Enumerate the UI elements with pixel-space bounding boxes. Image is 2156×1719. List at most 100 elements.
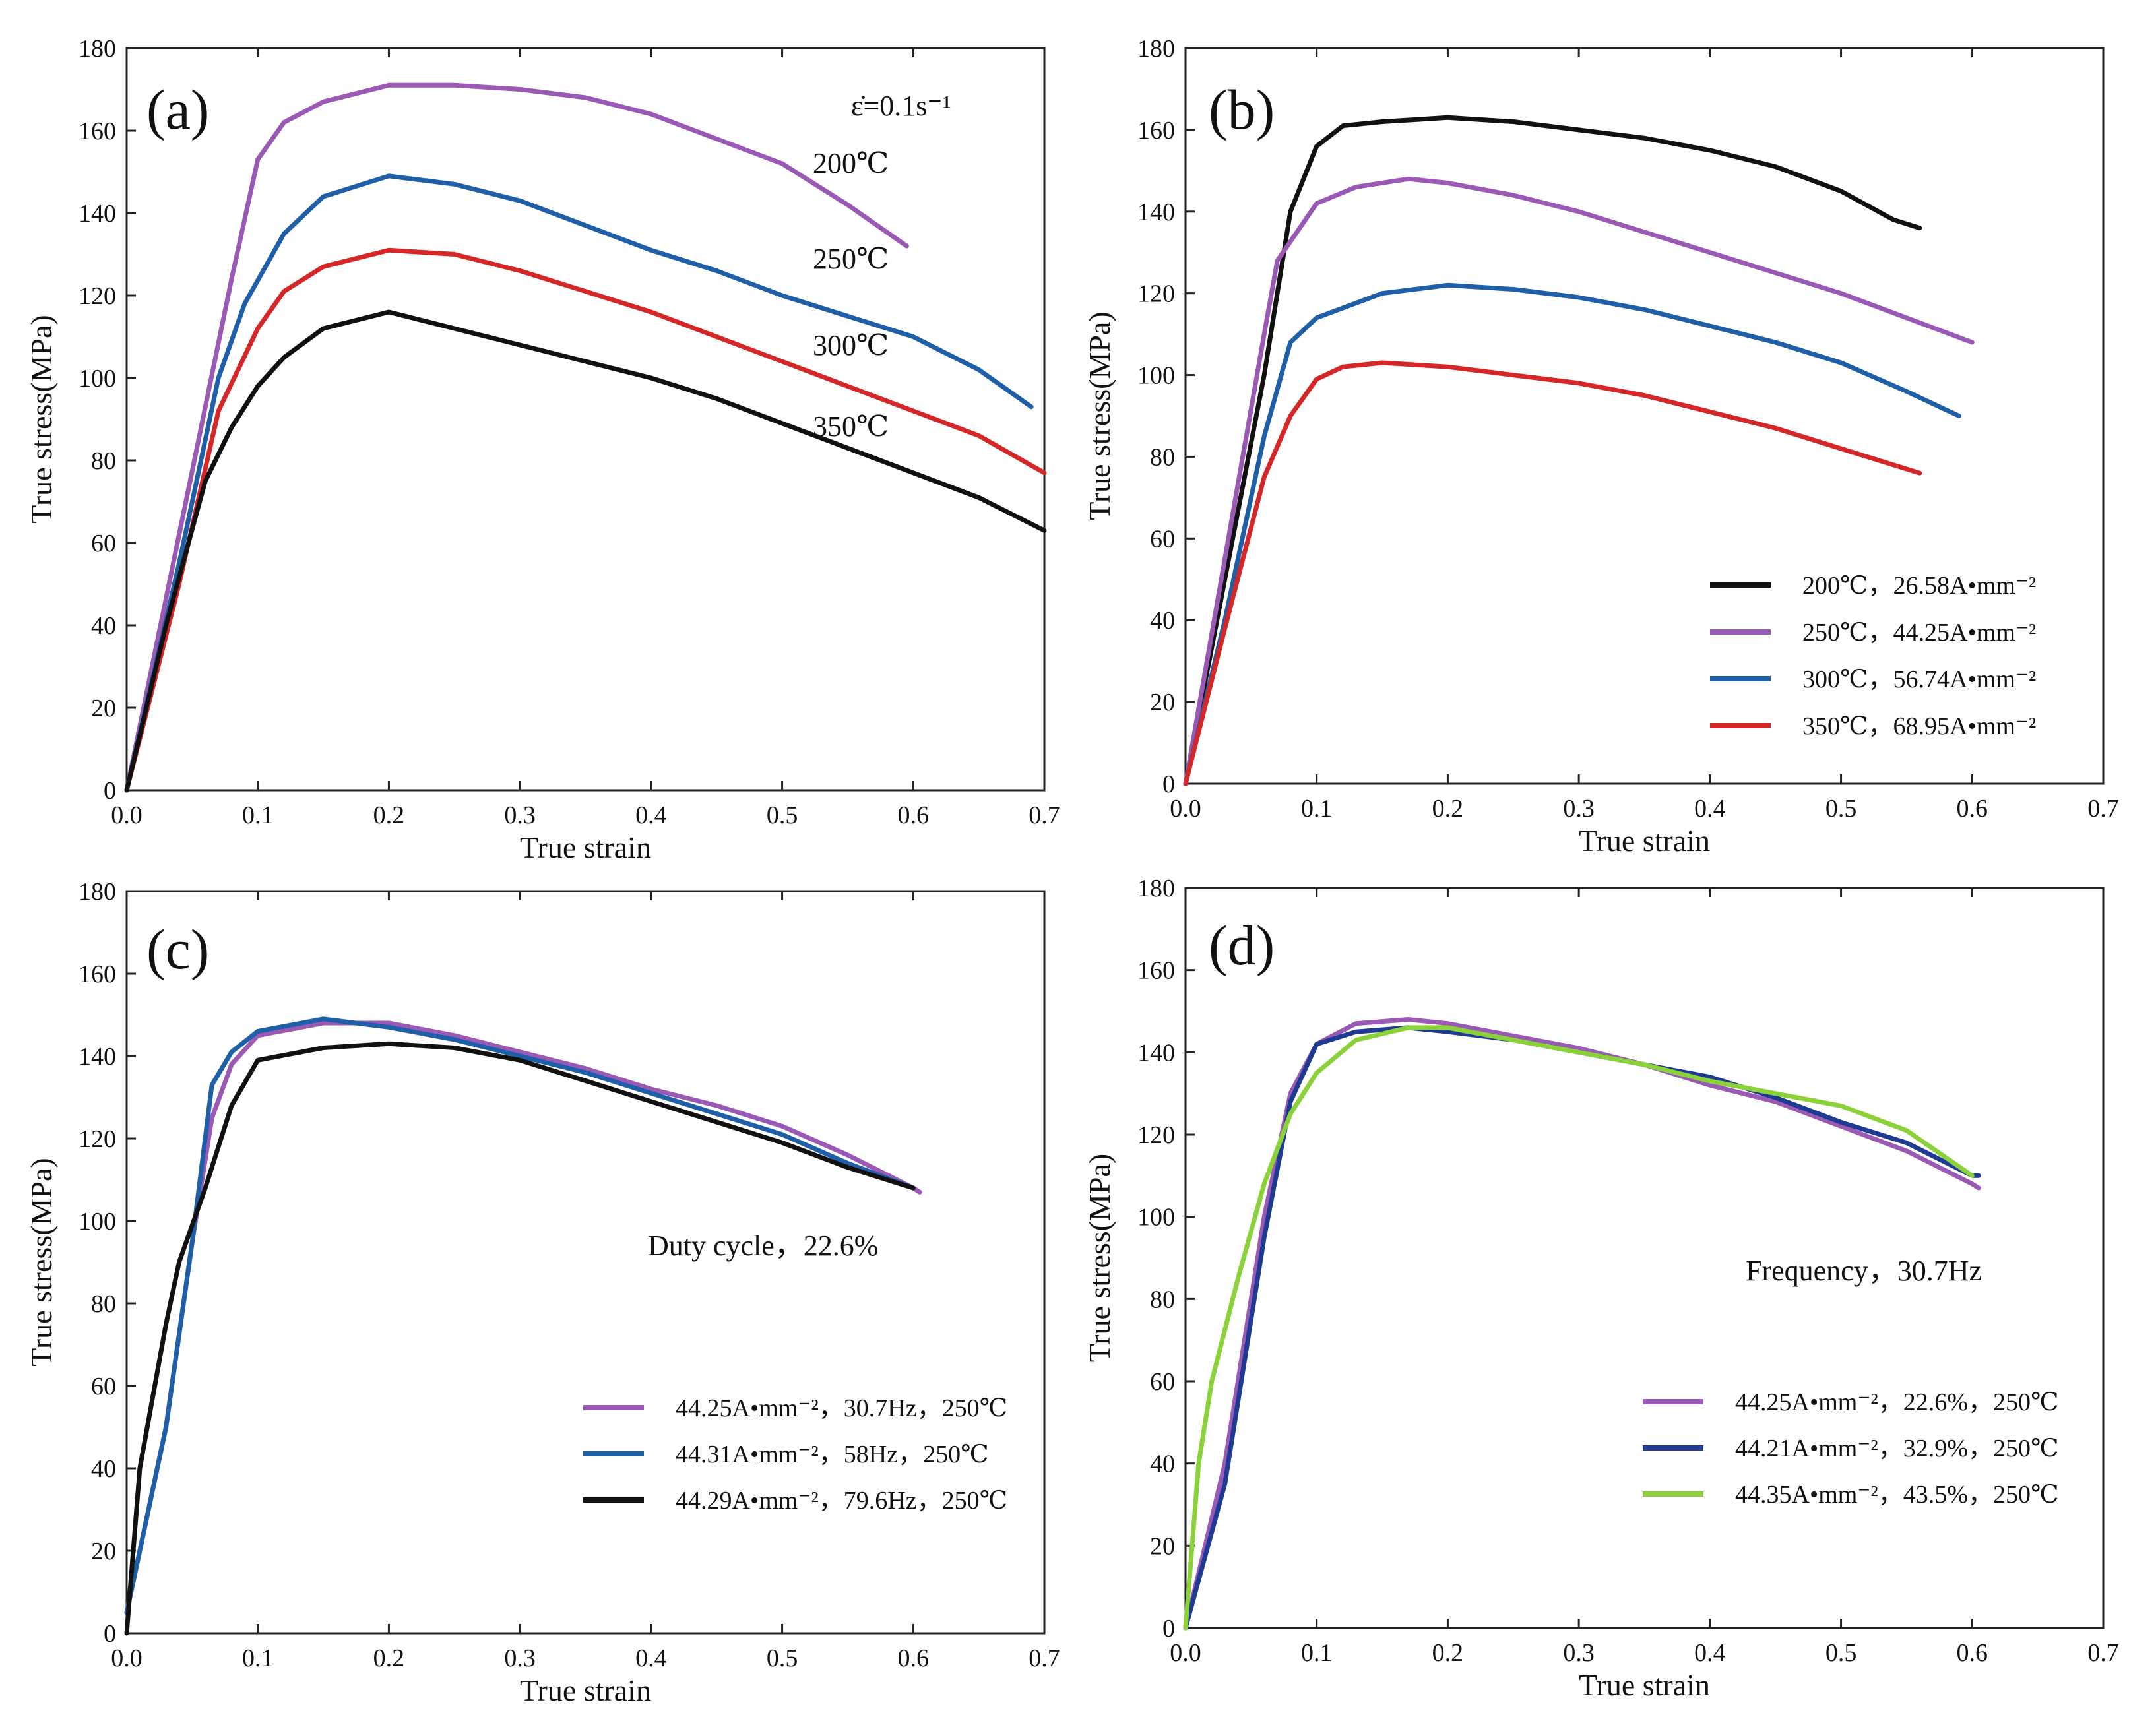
y-tick-label: 140 — [1137, 1039, 1175, 1067]
x-tick-label: 0.7 — [1029, 1644, 1060, 1672]
y-tick-label: 40 — [1150, 607, 1175, 635]
series-line-2 — [1183, 176, 1975, 786]
x-tick-label: 0.3 — [1563, 1639, 1595, 1667]
x-tick-label: 0.4 — [1694, 1639, 1726, 1667]
legend: 44.25A•mm⁻²，30.7Hz，250℃ 44.31A•mm⁻²，58Hz，… — [583, 1394, 1007, 1515]
y-tick-label: 180 — [1137, 35, 1175, 63]
annotation-t250: 250℃ — [813, 243, 889, 275]
y-tick-label: 180 — [79, 35, 116, 63]
legend-entry: 250℃，44.25A•mm⁻² — [1802, 619, 2036, 646]
x-tick-label: 0.6 — [898, 801, 930, 829]
x-tick-label: 0.2 — [1432, 1639, 1464, 1667]
legend-entry: 44.25A•mm⁻²，22.6%，250℃ — [1735, 1389, 2058, 1416]
x-tick-label: 0.5 — [767, 1644, 798, 1672]
y-tick-label: 80 — [1150, 1286, 1175, 1313]
series-line-2 — [124, 1016, 916, 1615]
plot-frame — [1184, 47, 2105, 785]
panel-c: 0.0 0.1 0.2 0.3 0.4 0.5 0.6 0.7 0 20 40 60 80 100 120 1… — [24, 878, 1060, 1707]
x-tick-label: 0.5 — [1825, 1639, 1857, 1667]
x-tick-label: 0.6 — [1957, 795, 1988, 823]
x-tick-label: 0.1 — [1301, 1639, 1333, 1667]
x-tick-label: 0.6 — [1957, 1639, 1988, 1667]
x-tick-label: 0.3 — [504, 1644, 536, 1672]
y-tick-label: 140 — [79, 1043, 116, 1071]
x-tick-label: 0.5 — [1825, 795, 1857, 823]
panel-label: (b) — [1209, 78, 1275, 141]
legend-entry: 44.35A•mm⁻²，43.5%，250℃ — [1735, 1481, 2058, 1509]
legend-entry: 44.31A•mm⁻²，58Hz，250℃ — [676, 1441, 989, 1468]
legend-entry: 44.25A•mm⁻²，30.7Hz，250℃ — [676, 1394, 1007, 1422]
x-tick-label: 0.4 — [635, 801, 667, 829]
y-tick-label: 20 — [91, 695, 116, 722]
y-tick-label: 20 — [1150, 1532, 1175, 1560]
panel-d: 0.0 0.1 0.2 0.3 0.4 0.5 0.6 0.7 0 20 40 60 80 100 120 1… — [1083, 875, 2119, 1702]
annotation-rate: ε̇=0.1s⁻¹ — [851, 90, 951, 122]
x-tick-label: 0.0 — [1170, 795, 1201, 823]
x-tick-label: 0.7 — [1029, 801, 1060, 829]
x-tick-label: 0.3 — [504, 801, 536, 829]
x-tick-label: 0.1 — [1301, 795, 1333, 823]
x-axis-label: True strain — [1579, 824, 1710, 858]
panel-label: (c) — [146, 918, 209, 981]
x-tick-label: 0.0 — [1170, 1639, 1201, 1667]
y-tick-label: 160 — [79, 117, 116, 145]
y-tick-label: 140 — [1137, 199, 1175, 226]
legend: 44.25A•mm⁻²，22.6%，250℃ 44.21A•mm⁻²，32.9%，… — [1643, 1389, 2058, 1509]
annotation-duty: Duty cycle，22.6% — [648, 1230, 878, 1262]
x-tick-label: 0.5 — [767, 801, 798, 829]
y-tick-label: 20 — [91, 1538, 116, 1565]
x-tick-label: 0.6 — [898, 1644, 930, 1672]
plot-frame — [1184, 887, 2105, 1629]
series-line-1 — [124, 1020, 922, 1615]
series-line-2 — [124, 173, 1034, 793]
plot-frame — [125, 47, 1046, 792]
x-tick-label: 0.0 — [111, 1644, 143, 1672]
y-tick-label: 160 — [79, 960, 116, 988]
y-tick-label: 120 — [1137, 280, 1175, 308]
legend: 200℃，26.58A•mm⁻² 250℃，44.25A•mm⁻² 300℃，56.… — [1710, 572, 2036, 740]
panel-label: (d) — [1209, 914, 1275, 977]
y-tick-label: 40 — [91, 612, 116, 640]
annotation-t300: 300℃ — [813, 329, 889, 361]
annotation-freq: Frequency，30.7Hz — [1746, 1255, 1982, 1287]
x-tick-label: 0.2 — [373, 801, 405, 829]
panel-b: 0.0 0.1 0.2 0.3 0.4 0.5 0.6 0.7 0 20 40 60 80 100 120 1… — [1083, 35, 2119, 858]
y-tick-label: 100 — [79, 365, 116, 392]
y-tick-label: 80 — [91, 1290, 116, 1318]
series-line-3 — [124, 247, 1047, 793]
y-tick-label: 60 — [91, 1373, 116, 1400]
y-tick-label: 60 — [1150, 525, 1175, 553]
y-tick-label: 60 — [1150, 1368, 1175, 1396]
x-tick-label: 0.7 — [2087, 1639, 2119, 1667]
x-axis-label: True strain — [520, 1673, 651, 1707]
x-tick-label: 0.2 — [1432, 795, 1464, 823]
x-tick-label: 0.1 — [242, 1644, 274, 1672]
x-tick-label: 0.3 — [1563, 795, 1595, 823]
y-tick-label: 80 — [1150, 443, 1175, 471]
y-tick-label: 180 — [79, 878, 116, 906]
y-tick-label: 120 — [79, 282, 116, 310]
x-tick-label: 0.1 — [242, 801, 274, 829]
y-tick-label: 0 — [1162, 770, 1175, 798]
legend-entry: 200℃，26.58A•mm⁻² — [1802, 572, 2036, 600]
y-tick-label: 120 — [1137, 1121, 1175, 1149]
y-tick-label: 140 — [79, 200, 116, 228]
panel-label: (a) — [146, 78, 209, 141]
y-tick-label: 60 — [91, 530, 116, 557]
y-tick-label: 80 — [91, 447, 116, 475]
y-tick-label: 0 — [104, 1620, 116, 1648]
series-line-4 — [124, 309, 1047, 793]
y-axis-label: True stress(MPa) — [1083, 1154, 1116, 1362]
x-tick-label: 0.4 — [635, 1644, 667, 1672]
legend-entry: 350℃，68.95A•mm⁻² — [1802, 712, 2036, 740]
y-axis-label: True stress(MPa) — [1083, 311, 1116, 520]
x-tick-label: 0.7 — [2087, 795, 2119, 823]
y-tick-label: 120 — [79, 1125, 116, 1153]
x-axis-label: True strain — [1579, 1668, 1710, 1702]
series-line-2 — [1183, 1025, 1981, 1631]
y-axis-label: True stress(MPa) — [24, 1158, 58, 1366]
series-line-3 — [1183, 282, 1961, 786]
series-line-3 — [1183, 1025, 1975, 1631]
y-tick-label: 180 — [1137, 875, 1175, 902]
